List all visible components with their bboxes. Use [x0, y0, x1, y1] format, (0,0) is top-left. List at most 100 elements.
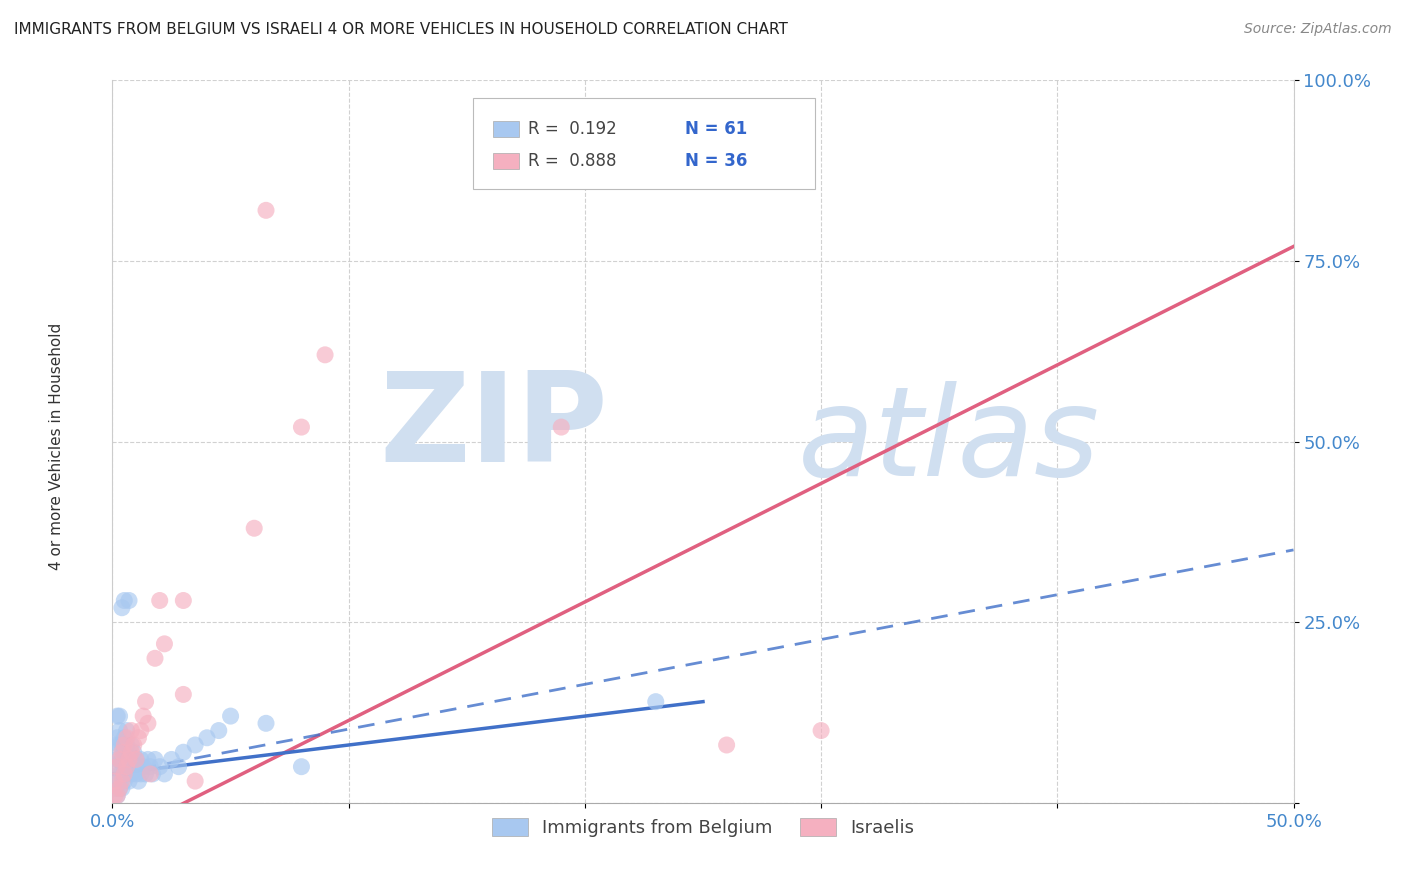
Point [644, 695, 666, 709]
Point [118, 745, 141, 759]
Point [129, 752, 152, 766]
Point [111, 600, 134, 615]
Point [115, 723, 138, 738]
Point [111, 752, 134, 766]
Text: atlas: atlas [797, 381, 1099, 502]
Point [810, 723, 832, 738]
Point [122, 760, 145, 774]
Point [219, 709, 242, 723]
Point [105, 789, 128, 803]
Point [143, 651, 166, 665]
Point [112, 767, 135, 781]
Point [108, 767, 131, 781]
Point [115, 731, 138, 745]
Point [112, 774, 135, 789]
Point [120, 723, 142, 738]
Point [111, 774, 134, 789]
Point [129, 767, 152, 781]
Point [172, 687, 194, 701]
Point [104, 738, 127, 752]
Point [108, 709, 131, 723]
Point [127, 731, 149, 745]
Point [108, 781, 131, 796]
Point [132, 709, 155, 723]
Point [149, 760, 172, 774]
Text: N = 36: N = 36 [685, 153, 748, 170]
Point [290, 420, 312, 434]
Point [115, 767, 138, 781]
Point [112, 593, 135, 607]
Point [112, 745, 135, 759]
Point [136, 716, 159, 731]
Bar [492, 153, 519, 169]
Point [129, 723, 152, 738]
Point [143, 752, 166, 766]
Point [112, 760, 135, 774]
Point [105, 760, 128, 774]
Point [104, 789, 127, 803]
Point [136, 752, 159, 766]
Point [254, 716, 277, 731]
Point [105, 752, 128, 766]
Point [108, 781, 131, 796]
Point [120, 738, 142, 752]
Point [108, 752, 131, 766]
Point [172, 593, 194, 607]
Point [184, 774, 207, 789]
Text: ZIP: ZIP [380, 367, 609, 488]
Point [132, 760, 155, 774]
Point [160, 752, 183, 766]
Point [127, 760, 149, 774]
Point [111, 738, 134, 752]
Point [118, 593, 141, 607]
Point [125, 767, 148, 781]
Point [139, 767, 162, 781]
Text: IMMIGRANTS FROM BELGIUM VS ISRAELI 4 OR MORE VEHICLES IN HOUSEHOLD CORRELATION C: IMMIGRANTS FROM BELGIUM VS ISRAELI 4 OR … [14, 22, 787, 37]
Point [135, 695, 157, 709]
Point [111, 767, 134, 781]
Text: R =  0.888: R = 0.888 [529, 153, 617, 170]
Point [105, 731, 128, 745]
Point [142, 767, 165, 781]
Point [115, 738, 138, 752]
Point [118, 752, 141, 766]
Point [184, 738, 207, 752]
Text: N = 61: N = 61 [685, 120, 748, 138]
Point [112, 738, 135, 752]
Point [135, 767, 157, 781]
Point [172, 745, 194, 759]
Point [115, 752, 138, 766]
Point [112, 731, 135, 745]
Point [153, 637, 176, 651]
Point [120, 745, 142, 759]
Point [105, 789, 128, 803]
Bar [492, 121, 519, 137]
Point [139, 760, 162, 774]
Text: Source: ZipAtlas.com: Source: ZipAtlas.com [1244, 22, 1392, 37]
Point [167, 760, 190, 774]
Point [105, 774, 128, 789]
Point [149, 593, 172, 607]
Point [243, 521, 266, 535]
Point [105, 709, 128, 723]
Point [111, 781, 134, 796]
Point [122, 738, 145, 752]
Text: R =  0.192: R = 0.192 [529, 120, 617, 138]
FancyBboxPatch shape [472, 98, 815, 189]
Point [153, 767, 176, 781]
Point [122, 745, 145, 759]
Point [104, 781, 127, 796]
Point [314, 348, 336, 362]
Point [118, 774, 141, 789]
Point [111, 745, 134, 759]
Point [125, 752, 148, 766]
Point [120, 767, 142, 781]
Point [208, 723, 231, 738]
Point [108, 738, 131, 752]
Text: 4 or more Vehicles in Household: 4 or more Vehicles in Household [49, 322, 63, 570]
Point [108, 723, 131, 738]
Point [254, 203, 277, 218]
Point [125, 752, 148, 766]
Point [127, 774, 149, 789]
Point [290, 760, 312, 774]
